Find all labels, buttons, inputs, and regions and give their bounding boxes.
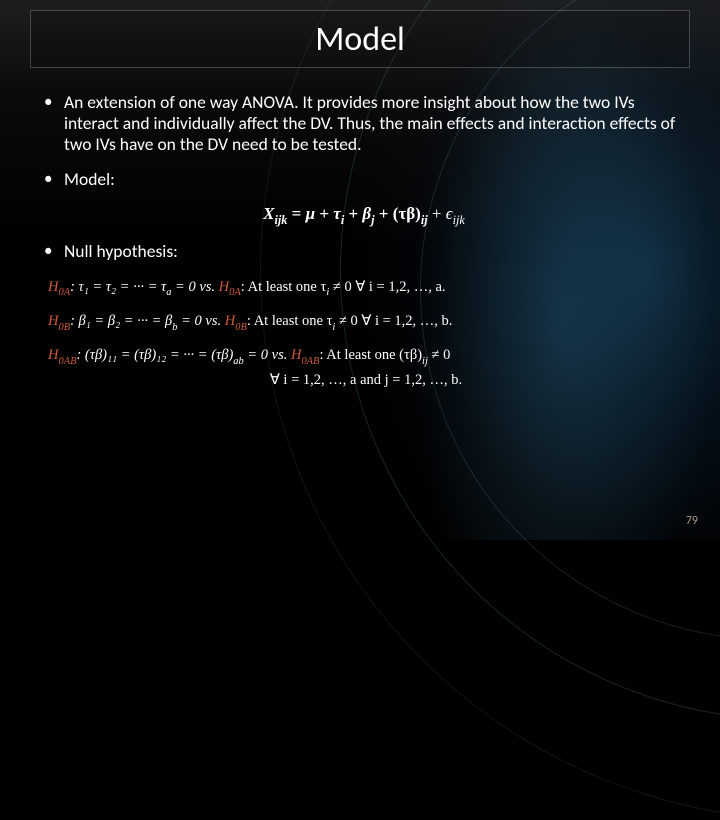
h0ab-rsub: ij: [422, 356, 428, 367]
h0ab-rhs: : At least one (τβ): [319, 347, 422, 363]
eq-tau: τ: [333, 204, 341, 223]
bullet-model: • Model:: [44, 169, 684, 190]
eq-tb: (τβ): [393, 204, 421, 223]
h0b-tail: ≠ 0 ∀ i = 1,2, …, b.: [335, 313, 452, 329]
bullet-marker: •: [44, 92, 64, 155]
bullet-text: Model:: [64, 169, 684, 190]
hypothesis-row-b: H0B: β₁ = β₂ = ··· = βb = 0 vs. H0B: At …: [48, 310, 684, 335]
h0ab-tail1: ≠ 0: [428, 347, 450, 363]
slide-content: • An extension of one way ANOVA. It prov…: [44, 92, 684, 512]
h0b-sub: b: [172, 322, 177, 333]
model-equation: Xijk = μ + τi + βj + (τβ)ij + ϵijk: [44, 204, 684, 227]
eq-tau-sub: i: [341, 213, 344, 227]
bullet-text: Null hypothesis:: [64, 241, 684, 262]
slide: Model • An extension of one way ANOVA. I…: [0, 0, 720, 540]
h0ab-vs: = 0 vs.: [244, 347, 291, 363]
h0a-rhs: : At least one τ: [241, 279, 327, 295]
bullet-intro: • An extension of one way ANOVA. It prov…: [44, 92, 684, 155]
hypotheses: H0A: τ₁ = τ₂ = ··· = τa = 0 vs. H0A: At …: [44, 276, 684, 392]
h0ab-lhs: : (τβ)₁₁ = (τβ)₁₂ = ··· = (τβ): [76, 347, 233, 363]
hypothesis-row-a: H0A: τ₁ = τ₂ = ··· = τa = 0 vs. H0A: At …: [48, 276, 684, 301]
eq-tb-sub: ij: [421, 213, 428, 227]
h0b-rhs: : At least one τ: [247, 313, 333, 329]
slide-title: Model: [315, 19, 405, 60]
eq-eps-sub: ijk: [453, 213, 465, 227]
h0ab-tail2: ∀ i = 1,2, …, a and j = 1,2, …, b.: [48, 369, 684, 391]
bullet-marker: •: [44, 169, 64, 190]
eq-eps: ϵ: [446, 204, 453, 223]
h0ab-label-r: H0AB: [291, 347, 319, 363]
h0a-rsub: i: [326, 287, 329, 298]
h0ab-label: H0AB: [48, 347, 76, 363]
h0b-lhs: : β₁ = β₂ = ··· = β: [70, 313, 172, 329]
hypothesis-row-ab: H0AB: (τβ)₁₁ = (τβ)₁₂ = ··· = (τβ)ab = 0…: [48, 344, 684, 392]
bullet-marker: •: [44, 241, 64, 262]
title-container: Model: [30, 10, 690, 68]
eq-lhs-sub: ijk: [275, 213, 288, 227]
h0b-label-r: H0B: [225, 313, 247, 329]
bullet-text: An extension of one way ANOVA. It provid…: [64, 92, 684, 155]
h0a-vs: = 0 vs.: [171, 279, 218, 295]
eq-beta: β: [362, 204, 371, 223]
h0a-label-r: H0A: [219, 279, 241, 295]
h0b-label: H0B: [48, 313, 70, 329]
eq-beta-sub: j: [371, 213, 374, 227]
h0a-lhs: : τ₁ = τ₂ = ··· = τ: [70, 279, 166, 295]
bullet-null: • Null hypothesis:: [44, 241, 684, 262]
page-number: 79: [686, 514, 698, 528]
h0a-label: H0A: [48, 279, 70, 295]
h0a-tail: ≠ 0 ∀ i = 1,2, …, a.: [329, 279, 445, 295]
h0ab-sub: ab: [233, 356, 243, 367]
eq-mu: μ: [306, 204, 315, 223]
h0b-rsub: i: [332, 322, 335, 333]
h0b-vs: = 0 vs.: [178, 313, 225, 329]
h0a-sub: a: [166, 287, 171, 298]
eq-lhs: X: [263, 204, 274, 223]
